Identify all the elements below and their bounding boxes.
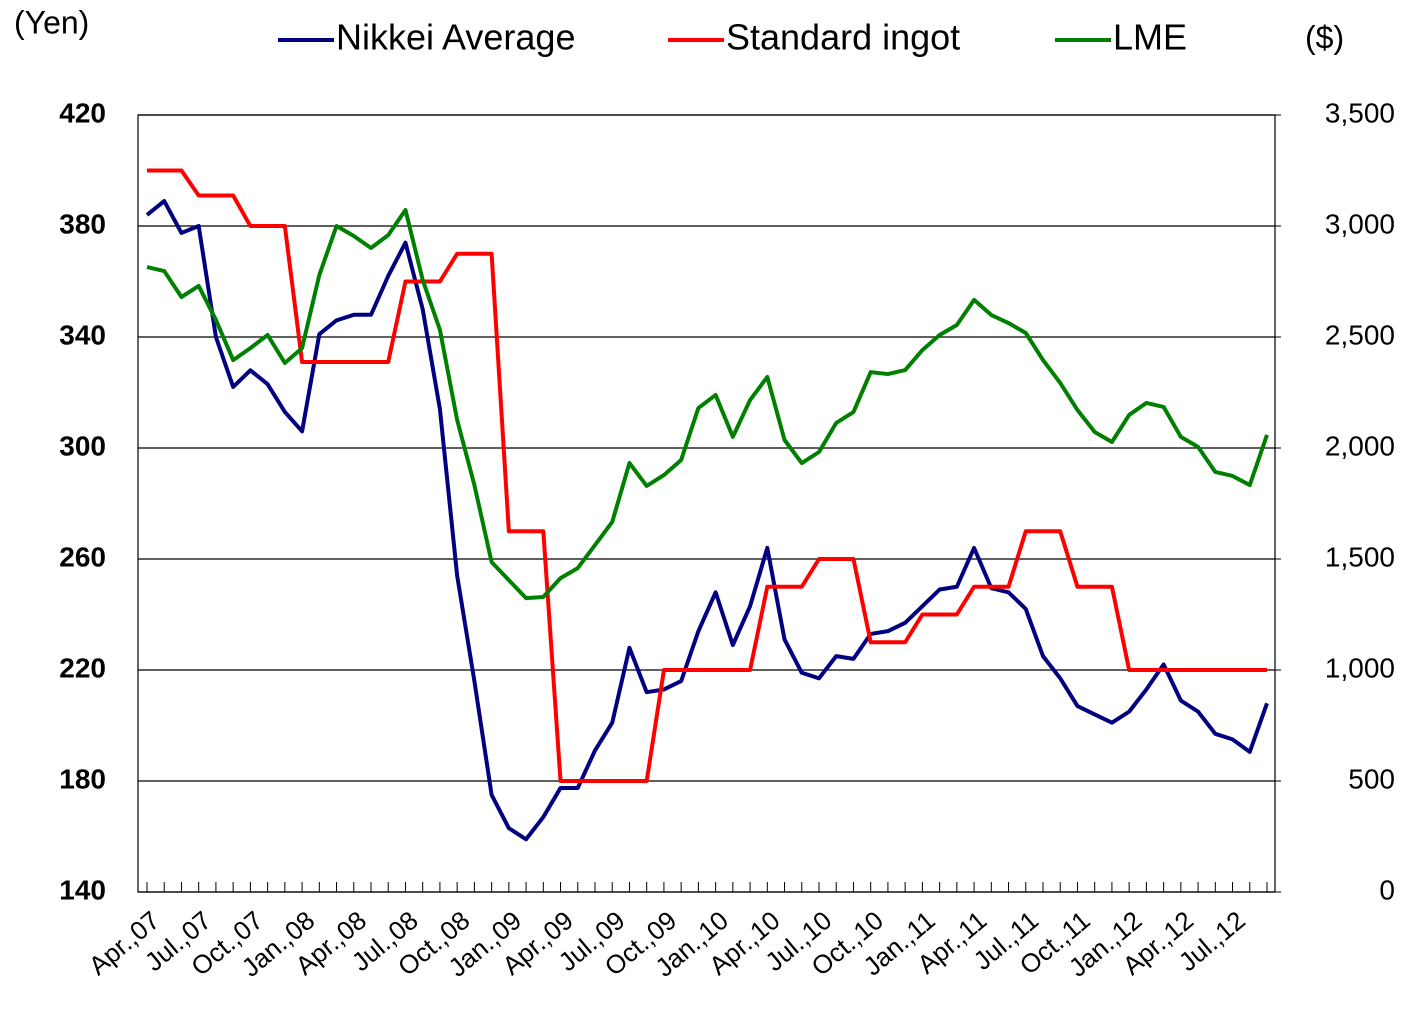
y2-tick-label: 3,000: [1325, 208, 1395, 239]
y-tick-label: 300: [59, 430, 106, 461]
legend-label: Standard ingot: [726, 17, 960, 58]
series-line: [145, 199, 1269, 842]
y2-axis-label: ($): [1305, 19, 1344, 55]
y-tick-label: 380: [59, 208, 106, 239]
y2-tick-label: 1,500: [1325, 541, 1395, 572]
y2-tick-label: 3,500: [1325, 97, 1395, 128]
y2-tick-label: 1,000: [1325, 652, 1395, 683]
y2-tick-label: 500: [1348, 763, 1395, 794]
y-tick-label: 140: [59, 874, 106, 905]
legend-label: LME: [1113, 17, 1187, 58]
y-tick-label: 420: [59, 97, 106, 128]
y-axis-label: (Yen): [14, 4, 89, 40]
y-tick-label: 220: [59, 652, 106, 683]
y-tick-label: 260: [59, 541, 106, 572]
legend-label: Nikkei Average: [336, 17, 575, 58]
series-line: [147, 168, 1267, 783]
y2-tick-label: 2,000: [1325, 430, 1395, 461]
plot-border: [137, 114, 1276, 893]
y2-tick-label: 0: [1379, 874, 1395, 905]
y-tick-label: 180: [59, 763, 106, 794]
series-line: [146, 208, 1269, 601]
y-tick-label: 340: [59, 319, 106, 350]
y2-tick-label: 2,500: [1325, 319, 1395, 350]
